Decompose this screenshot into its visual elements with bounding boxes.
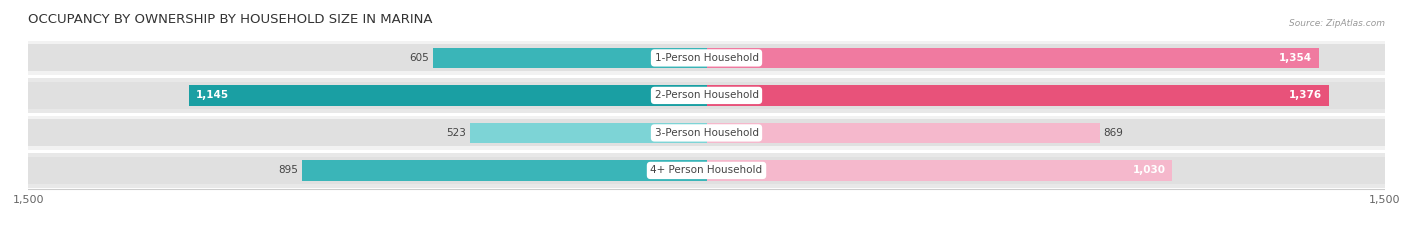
Bar — [28, 120, 707, 146]
Bar — [28, 157, 707, 184]
Text: 869: 869 — [1104, 128, 1123, 138]
Bar — [28, 82, 707, 109]
Bar — [707, 45, 1385, 71]
Text: 895: 895 — [278, 165, 298, 175]
Bar — [28, 153, 1385, 188]
Bar — [28, 78, 1385, 113]
Text: 1,376: 1,376 — [1289, 90, 1322, 100]
Text: 1,354: 1,354 — [1279, 53, 1312, 63]
Bar — [28, 45, 707, 71]
Text: OCCUPANCY BY OWNERSHIP BY HOUSEHOLD SIZE IN MARINA: OCCUPANCY BY OWNERSHIP BY HOUSEHOLD SIZE… — [28, 13, 433, 26]
Text: Source: ZipAtlas.com: Source: ZipAtlas.com — [1289, 19, 1385, 28]
Text: 1,145: 1,145 — [195, 90, 229, 100]
Text: 4+ Person Household: 4+ Person Household — [651, 165, 762, 175]
Bar — [707, 48, 1319, 68]
Bar — [28, 41, 1385, 75]
Text: 2-Person Household: 2-Person Household — [655, 90, 758, 100]
Bar — [188, 85, 707, 106]
Bar — [707, 120, 1385, 146]
Bar — [707, 85, 1329, 106]
Text: 523: 523 — [447, 128, 467, 138]
Bar — [470, 123, 707, 143]
Bar — [28, 116, 1385, 150]
Text: 1,030: 1,030 — [1133, 165, 1166, 175]
Bar — [433, 48, 707, 68]
Bar — [707, 82, 1385, 109]
Bar — [707, 157, 1385, 184]
Text: 1-Person Household: 1-Person Household — [655, 53, 758, 63]
Bar — [302, 160, 707, 181]
Bar — [707, 123, 1099, 143]
Bar — [707, 160, 1173, 181]
Text: 3-Person Household: 3-Person Household — [655, 128, 758, 138]
Text: 605: 605 — [409, 53, 429, 63]
